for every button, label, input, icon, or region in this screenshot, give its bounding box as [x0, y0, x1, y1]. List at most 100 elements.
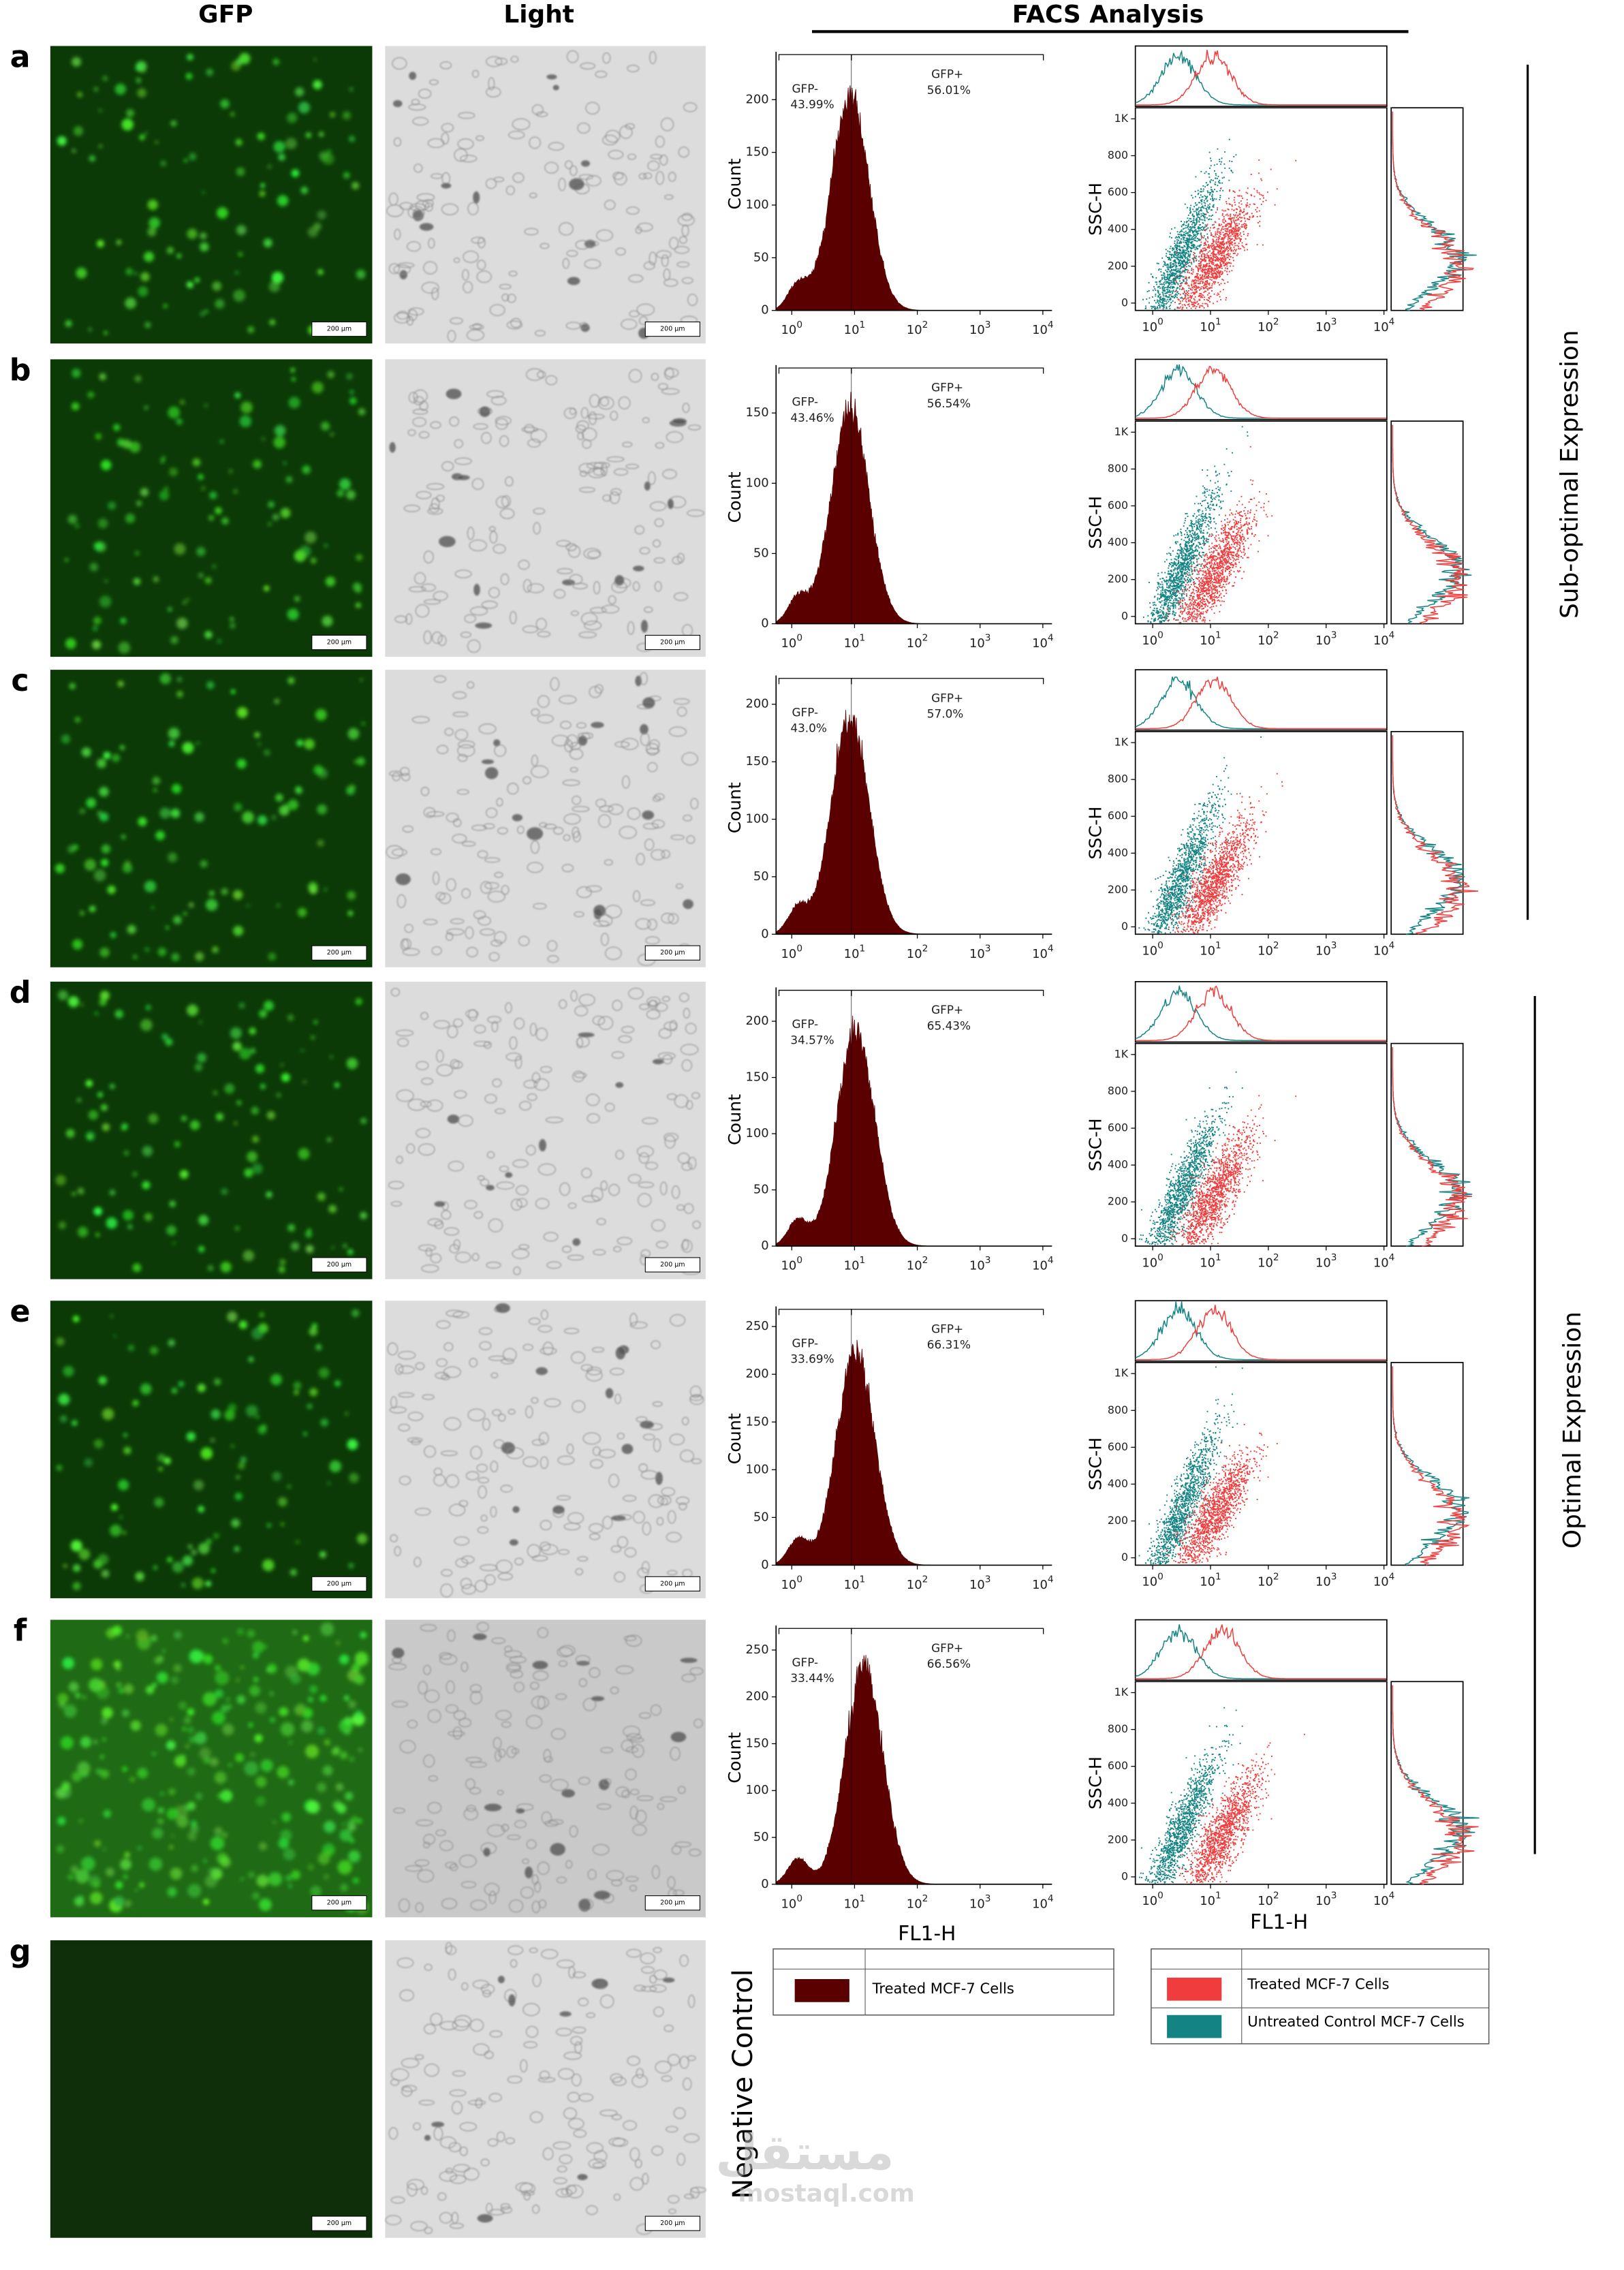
- gfp-cell: [187, 228, 198, 239]
- light-cell: [622, 775, 630, 789]
- light-cell: [655, 1241, 668, 1249]
- light-cell: [625, 123, 636, 129]
- gfp-cell: [146, 1685, 155, 1694]
- light-cell: [399, 270, 408, 280]
- light-cell: [435, 892, 446, 901]
- x-tick-label: 102: [1258, 940, 1279, 958]
- gfp-cell: [99, 991, 110, 1001]
- gfp-cell: [347, 1249, 354, 1255]
- light-cell: [418, 1244, 436, 1251]
- light-cell: [546, 1261, 562, 1269]
- gfp-cell: [281, 1523, 284, 1526]
- header-gfp: GFP: [198, 1, 253, 29]
- y-tick-label: 0: [1121, 609, 1128, 622]
- light-cell: [631, 1744, 644, 1758]
- gfp-cell: [222, 1724, 234, 1736]
- light-cell: [531, 1555, 548, 1561]
- light-cell: [667, 1570, 678, 1576]
- scale-bar-box: [311, 1576, 367, 1591]
- x-tick-label: 102: [907, 1574, 928, 1592]
- gfp-cell: [315, 1343, 322, 1350]
- y-tick-label: 1K: [1114, 1685, 1129, 1698]
- gfp-cell: [74, 717, 81, 723]
- gfp-cell: [244, 1168, 253, 1178]
- light-cell: [619, 125, 633, 139]
- gfp-cell: [189, 153, 197, 161]
- tick-base: 10: [1032, 1578, 1048, 1592]
- gfp-cell: [230, 112, 235, 116]
- light-cell: [690, 2187, 700, 2198]
- light-cell: [523, 2192, 531, 2201]
- gfp-cell: [189, 1649, 203, 1664]
- light-cell: [600, 1181, 608, 1191]
- gfp-cell: [118, 642, 131, 654]
- gfp-cell: [168, 741, 175, 747]
- gfp-cell: [309, 1327, 318, 1336]
- y-tick-label: 200: [1108, 572, 1128, 585]
- light-cell: [593, 920, 610, 927]
- light-cell: [691, 1092, 700, 1100]
- marginal-frame: [1134, 981, 1388, 1043]
- row-letter: g: [10, 1934, 31, 1969]
- light-cell: [540, 1520, 552, 1531]
- light-cell: [394, 615, 407, 623]
- light-cell: [480, 1564, 498, 1572]
- light-cell: [436, 1320, 451, 1329]
- x-tick-label: 103: [1315, 1571, 1337, 1589]
- light-cell: [405, 1865, 422, 1872]
- gfp-cell: [84, 858, 97, 871]
- tick-exponent: 4: [1389, 1891, 1395, 1901]
- light-cell: [651, 849, 666, 860]
- light-cell: [540, 1066, 552, 1073]
- gfp-cell: [102, 1737, 106, 1741]
- gfp-cell: [236, 1678, 240, 1682]
- gfp-cell: [254, 732, 260, 738]
- gate: [851, 367, 1044, 374]
- light-cell: [407, 1437, 423, 1443]
- gfp-cell: [279, 1259, 286, 1265]
- tick-base: 10: [844, 1897, 860, 1911]
- light-cell: [644, 481, 651, 491]
- gfp-cell: [317, 1852, 330, 1865]
- gfp-cell: [72, 1582, 81, 1591]
- tick-base: 10: [1315, 1256, 1331, 1270]
- light-cell: [679, 993, 689, 1002]
- light-cell: [558, 178, 566, 191]
- light-cell: [500, 1484, 513, 1493]
- gfp-cell: [136, 65, 142, 72]
- scale-bar-label: 200 µm: [660, 326, 685, 333]
- gfp-cell: [147, 227, 157, 236]
- light-cell: [535, 1027, 548, 1041]
- gfp-cell: [307, 1864, 314, 1871]
- gfp-image: [50, 1301, 373, 1598]
- light-cell: [578, 174, 593, 180]
- gfp-cell: [240, 1877, 244, 1881]
- tick-exponent: 0: [796, 633, 802, 644]
- gfp-cell: [322, 615, 333, 627]
- light-cell: [418, 431, 430, 439]
- light-cell: [542, 2147, 554, 2160]
- tick-exponent: 2: [922, 943, 928, 954]
- gfp-cell: [236, 225, 247, 236]
- gfp-cell: [183, 912, 187, 916]
- gfp-cell: [140, 272, 150, 282]
- light-cell: [489, 2030, 503, 2038]
- gfp-cell: [315, 709, 327, 721]
- gfp-cell: [360, 1117, 367, 1124]
- light-cell: [523, 1080, 538, 1089]
- y-tick-label: 150: [745, 1070, 768, 1085]
- light-cell: [395, 873, 411, 886]
- light-cell: [506, 320, 522, 330]
- gfp-cell: [174, 1631, 182, 1639]
- light-cell: [655, 1002, 668, 1012]
- light-cell: [547, 955, 559, 963]
- y-axis-label: SSC-H: [1086, 807, 1106, 860]
- light-cell: [610, 411, 618, 421]
- light-cell: [637, 1193, 652, 1207]
- light-cell: [469, 1787, 481, 1794]
- light-cell: [392, 57, 407, 70]
- gfp-cell: [98, 1376, 107, 1385]
- gfp-cell: [153, 1565, 158, 1570]
